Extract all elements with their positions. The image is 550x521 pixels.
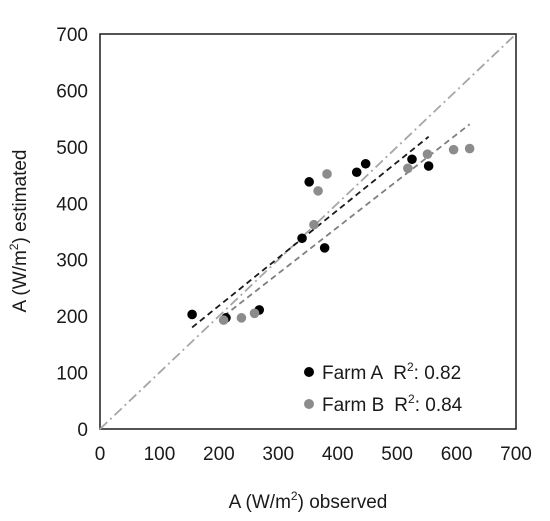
plot-frame: [99, 33, 517, 430]
data-point-series-0: [351, 167, 362, 178]
trend-line-series-1: [223, 123, 471, 317]
y-tick-label: 300: [56, 251, 88, 272]
data-point-series-0: [360, 158, 371, 169]
legend-entry-farm-b: Farm B R2: 0.84: [304, 392, 463, 416]
x-tick-label: 700: [500, 444, 532, 465]
legend-marker-farm-b: [304, 399, 314, 409]
y-tick-label: 500: [56, 138, 88, 159]
data-point-series-1: [236, 313, 247, 323]
x-tick-label: 300: [262, 444, 294, 465]
x-tick-label: 500: [381, 444, 413, 465]
data-point-series-1: [249, 308, 260, 319]
y-tick-label: 0: [77, 420, 88, 441]
data-point-series-1: [322, 169, 332, 179]
y-tick-label: 100: [56, 364, 88, 385]
data-point-series-1: [464, 143, 475, 154]
identity-line-group: [99, 33, 517, 430]
data-point-series-0: [304, 177, 314, 187]
legend: Farm A R2: 0.82 Farm B R2: 0.84: [304, 360, 463, 416]
data-point-series-0: [423, 161, 434, 171]
legend-label-farm-a: Farm A R2: 0.82: [322, 360, 461, 384]
x-tick-label: 600: [441, 444, 473, 465]
data-point-series-1: [313, 186, 323, 196]
y-axis-label: A (W/m2) estimated: [7, 150, 31, 313]
x-tick-label: 200: [203, 444, 235, 465]
data-point-series-1: [403, 163, 413, 174]
data-point-series-0: [297, 233, 307, 244]
data-point-series-1: [422, 149, 433, 159]
x-axis-label: A (W/m2) observed: [229, 489, 388, 513]
y-tick-label: 200: [56, 307, 88, 328]
x-tick-label: 400: [322, 444, 354, 465]
data-point-series-0: [187, 309, 197, 320]
y-tick-label: 600: [56, 81, 88, 102]
data-points-group: [187, 143, 475, 325]
data-point-series-1: [218, 315, 229, 325]
data-point-series-1: [309, 219, 319, 230]
data-point-series-1: [448, 144, 459, 155]
x-tick-label: 100: [144, 444, 176, 465]
x-axis-ticks: 0 100 200 300 400 500 600 700: [95, 444, 532, 465]
y-tick-label: 400: [56, 194, 88, 215]
trend-lines-group: [191, 123, 471, 329]
data-point-series-0: [407, 154, 417, 165]
x-tick-label: 0: [95, 444, 106, 465]
trend-line-series-0: [191, 135, 430, 329]
legend-entry-farm-a: Farm A R2: 0.82: [304, 360, 461, 384]
legend-marker-farm-a: [304, 367, 314, 377]
y-tick-label: 700: [56, 25, 88, 46]
data-point-series-0: [319, 243, 330, 253]
y-axis-ticks: 0 100 200 300 400 500 600 700: [56, 25, 88, 441]
legend-label-farm-b: Farm B R2: 0.84: [322, 392, 463, 416]
identity-line: [99, 33, 517, 430]
